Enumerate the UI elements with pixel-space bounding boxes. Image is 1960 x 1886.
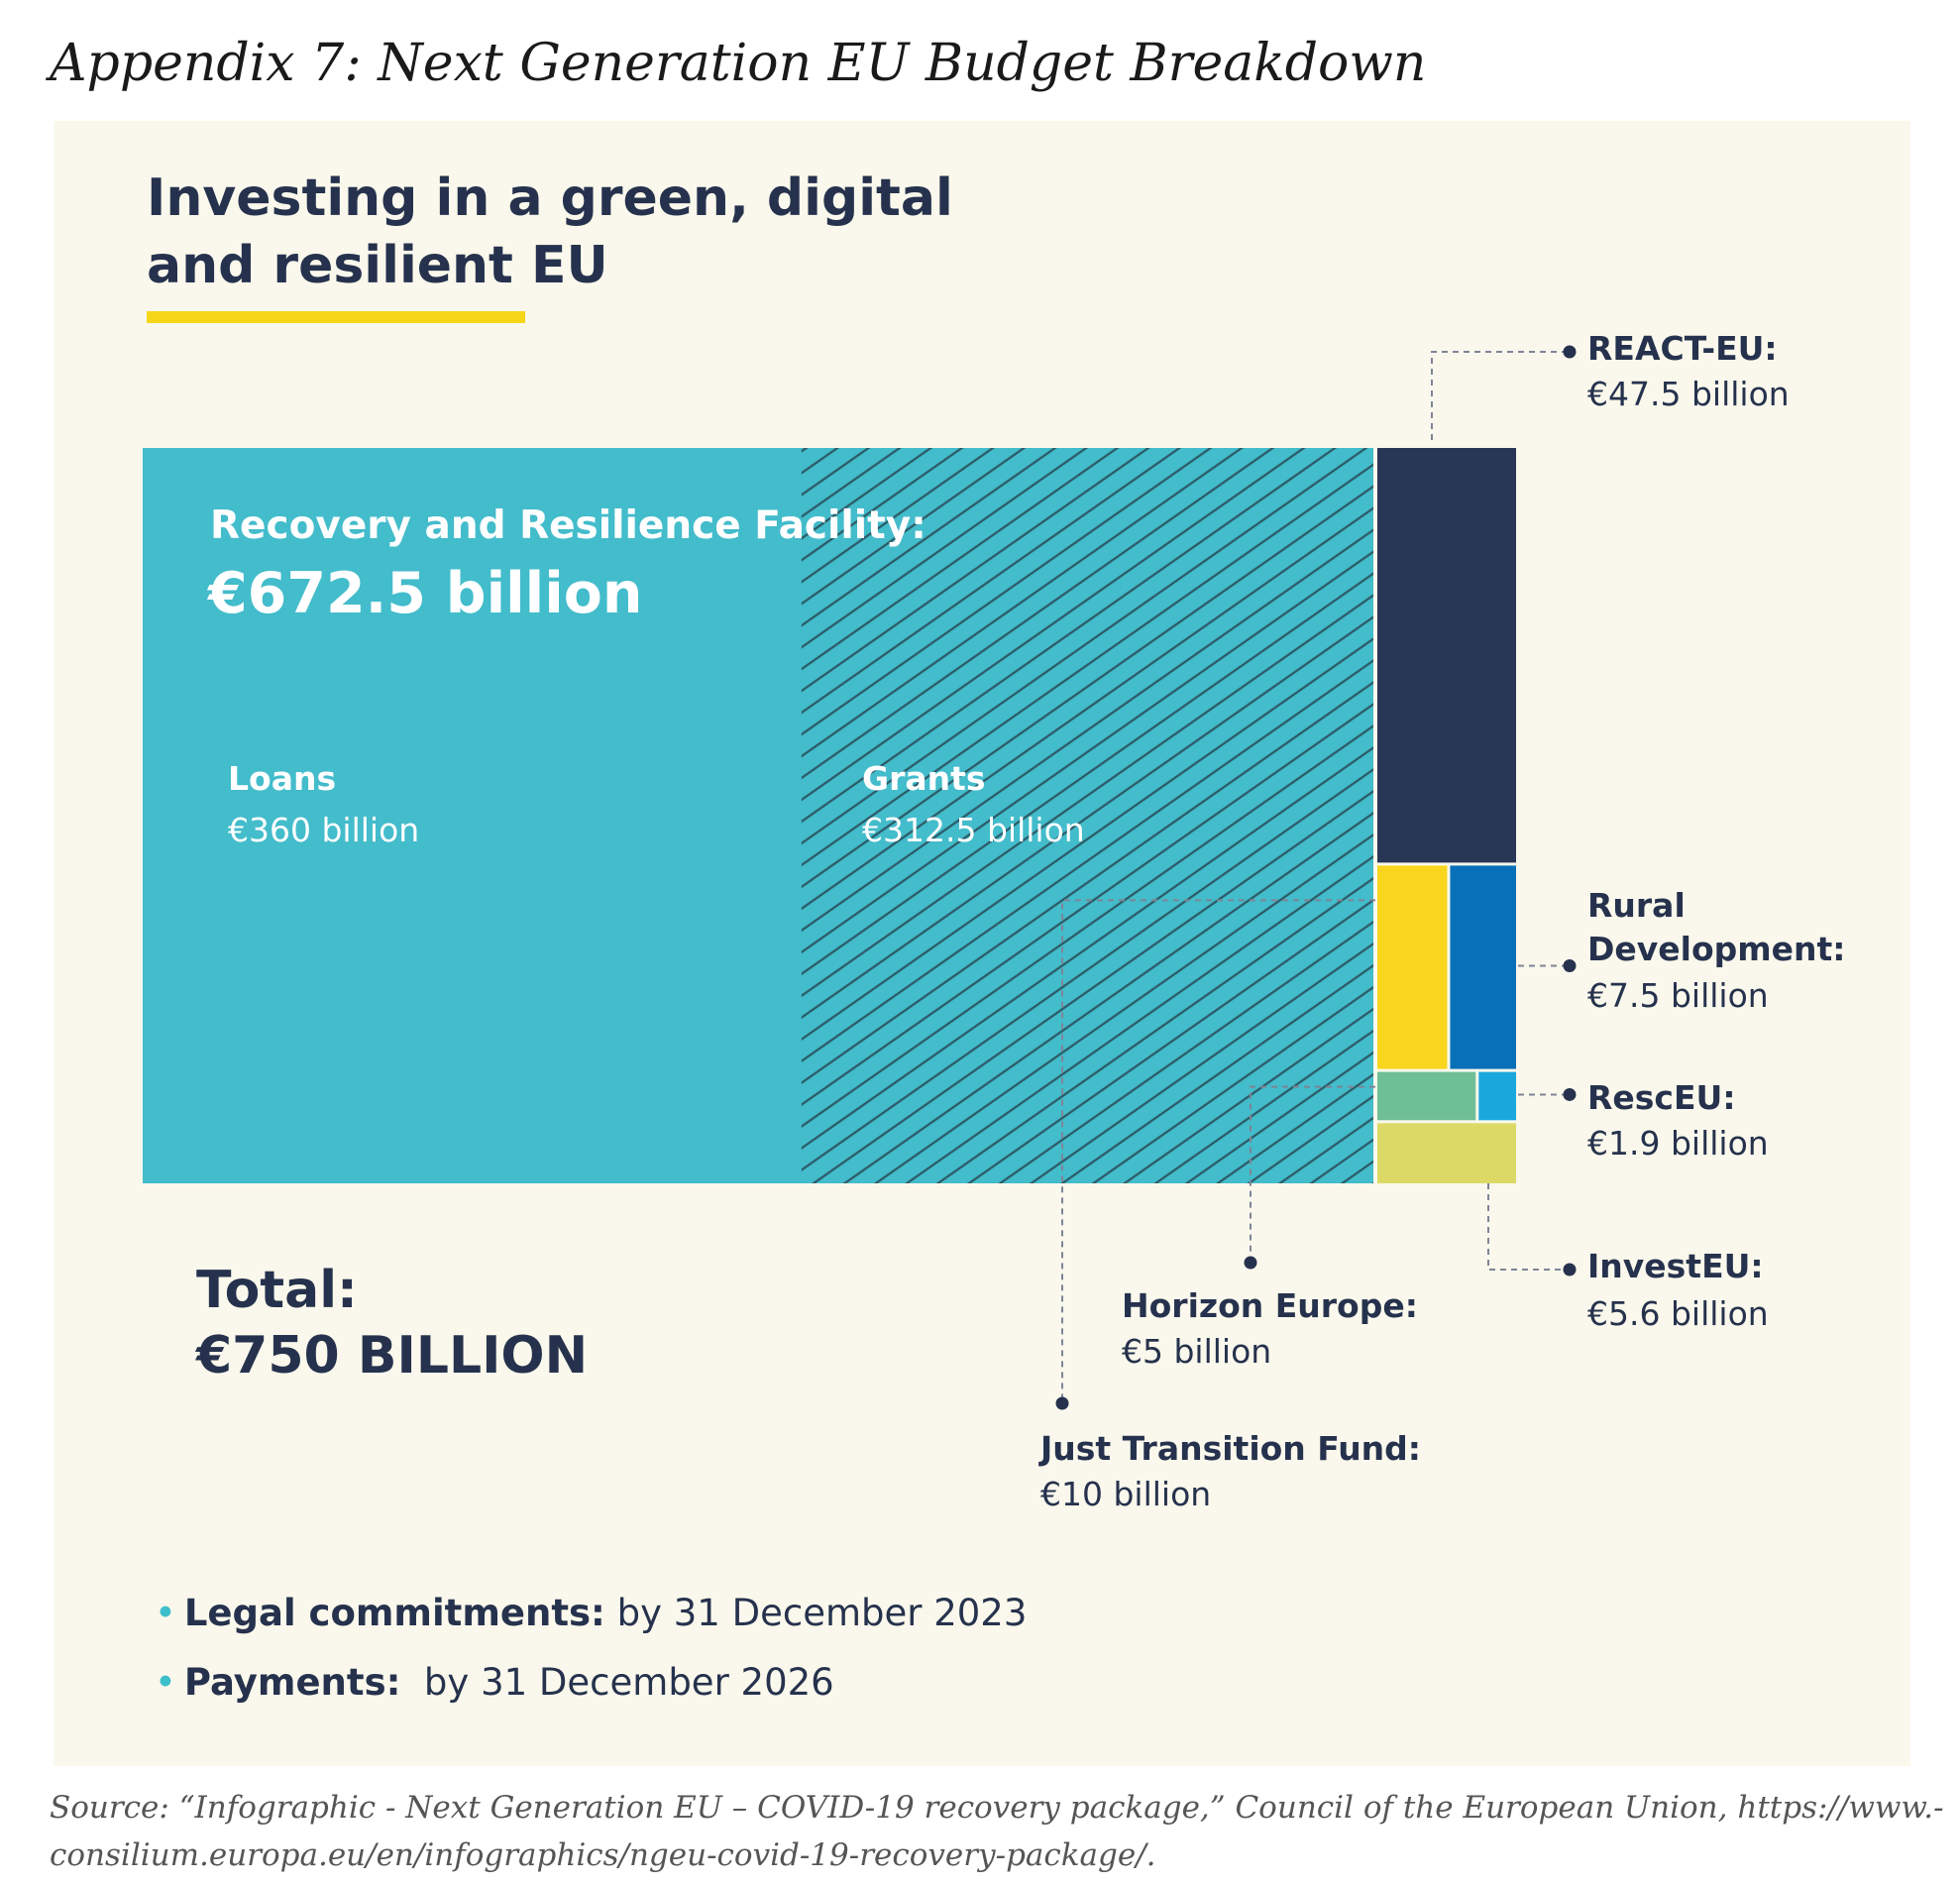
resceu-value: €1.9 billion <box>1587 1124 1769 1163</box>
grants-value: €312.5 billion <box>862 811 1085 849</box>
rrf-label: Recovery and Resilience Facility: <box>210 503 926 548</box>
source-note: Source: “Infographic - Next Generation E… <box>50 1784 1944 1879</box>
resceu-label: RescEU: <box>1587 1078 1736 1117</box>
resceu-block <box>1478 1071 1516 1121</box>
rrf-value: €672.5 billion <box>208 561 643 626</box>
timeline-text: by 31 December 2023 <box>604 1592 1028 1634</box>
rural-development-block <box>1450 865 1516 1069</box>
headline-underline <box>147 311 525 323</box>
investeu-block <box>1377 1123 1516 1183</box>
horizon-europe-leader-dot <box>1244 1256 1257 1270</box>
bullet-dot: • <box>155 1661 176 1704</box>
headline-line-2: and resilient EU <box>147 236 608 295</box>
timeline-label: Legal commitments: <box>183 1592 605 1634</box>
just-transition-leader-dot <box>1055 1396 1069 1410</box>
rural-development-leader-dot <box>1563 958 1577 972</box>
rural-label-line-1: Rural <box>1587 886 1686 925</box>
just-transition-leader <box>1061 899 1375 1403</box>
react-eu-leader-dot <box>1563 345 1577 359</box>
loans-value: €360 billion <box>228 811 420 849</box>
horizon-europe-value: €5 billion <box>1122 1332 1272 1371</box>
rural-development-value: €7.5 billion <box>1587 976 1769 1015</box>
investeu-leader-dot <box>1563 1263 1577 1276</box>
grants-label: Grants <box>862 759 986 798</box>
rural-label-line-2: Development: <box>1587 930 1846 968</box>
timeline-label: Payments: <box>183 1661 401 1704</box>
just-transition-value: €10 billion <box>1040 1475 1212 1513</box>
react-eu-value: €47.5 billion <box>1587 375 1790 413</box>
horizon-europe-block <box>1377 1071 1476 1121</box>
bullet-dot: • <box>155 1592 176 1634</box>
investeu-value: €5.6 billion <box>1587 1294 1769 1333</box>
react-eu-label: REACT-EU: <box>1587 329 1778 368</box>
headline-line-1: Investing in a green, digital <box>147 168 953 228</box>
headline: Investing in a green, digital and resili… <box>147 165 953 299</box>
investeu-leader <box>1487 1183 1570 1271</box>
source-line-2: consilium.europa.eu/en/infographics/ngeu… <box>50 1837 1156 1873</box>
rrf-grants-block <box>801 448 1373 1183</box>
timeline-item: • Payments: by 31 December 2026 <box>155 1661 834 1704</box>
appendix-title: Appendix 7: Next Generation EU Budget Br… <box>50 34 1427 93</box>
just-transition-block <box>1377 865 1448 1069</box>
rural-development-label: Rural Development: <box>1587 884 1846 971</box>
timeline-text: by 31 December 2026 <box>400 1661 834 1704</box>
horizon-europe-leader <box>1250 1085 1375 1263</box>
just-transition-label: Just Transition Fund: <box>1040 1429 1421 1468</box>
timeline-item: • Legal commitments: by 31 December 2023 <box>155 1592 1027 1634</box>
total-value: €750 BILLION <box>196 1326 589 1386</box>
resceu-leader-dot <box>1563 1087 1577 1101</box>
horizon-europe-label: Horizon Europe: <box>1122 1286 1418 1325</box>
total-label: Total: <box>196 1261 358 1320</box>
react-eu-block <box>1377 448 1516 863</box>
investeu-label: InvestEU: <box>1587 1247 1764 1285</box>
react-eu-leader <box>1431 351 1570 440</box>
loans-label: Loans <box>228 759 337 798</box>
source-line-1: Source: “Infographic - Next Generation E… <box>50 1790 1944 1826</box>
